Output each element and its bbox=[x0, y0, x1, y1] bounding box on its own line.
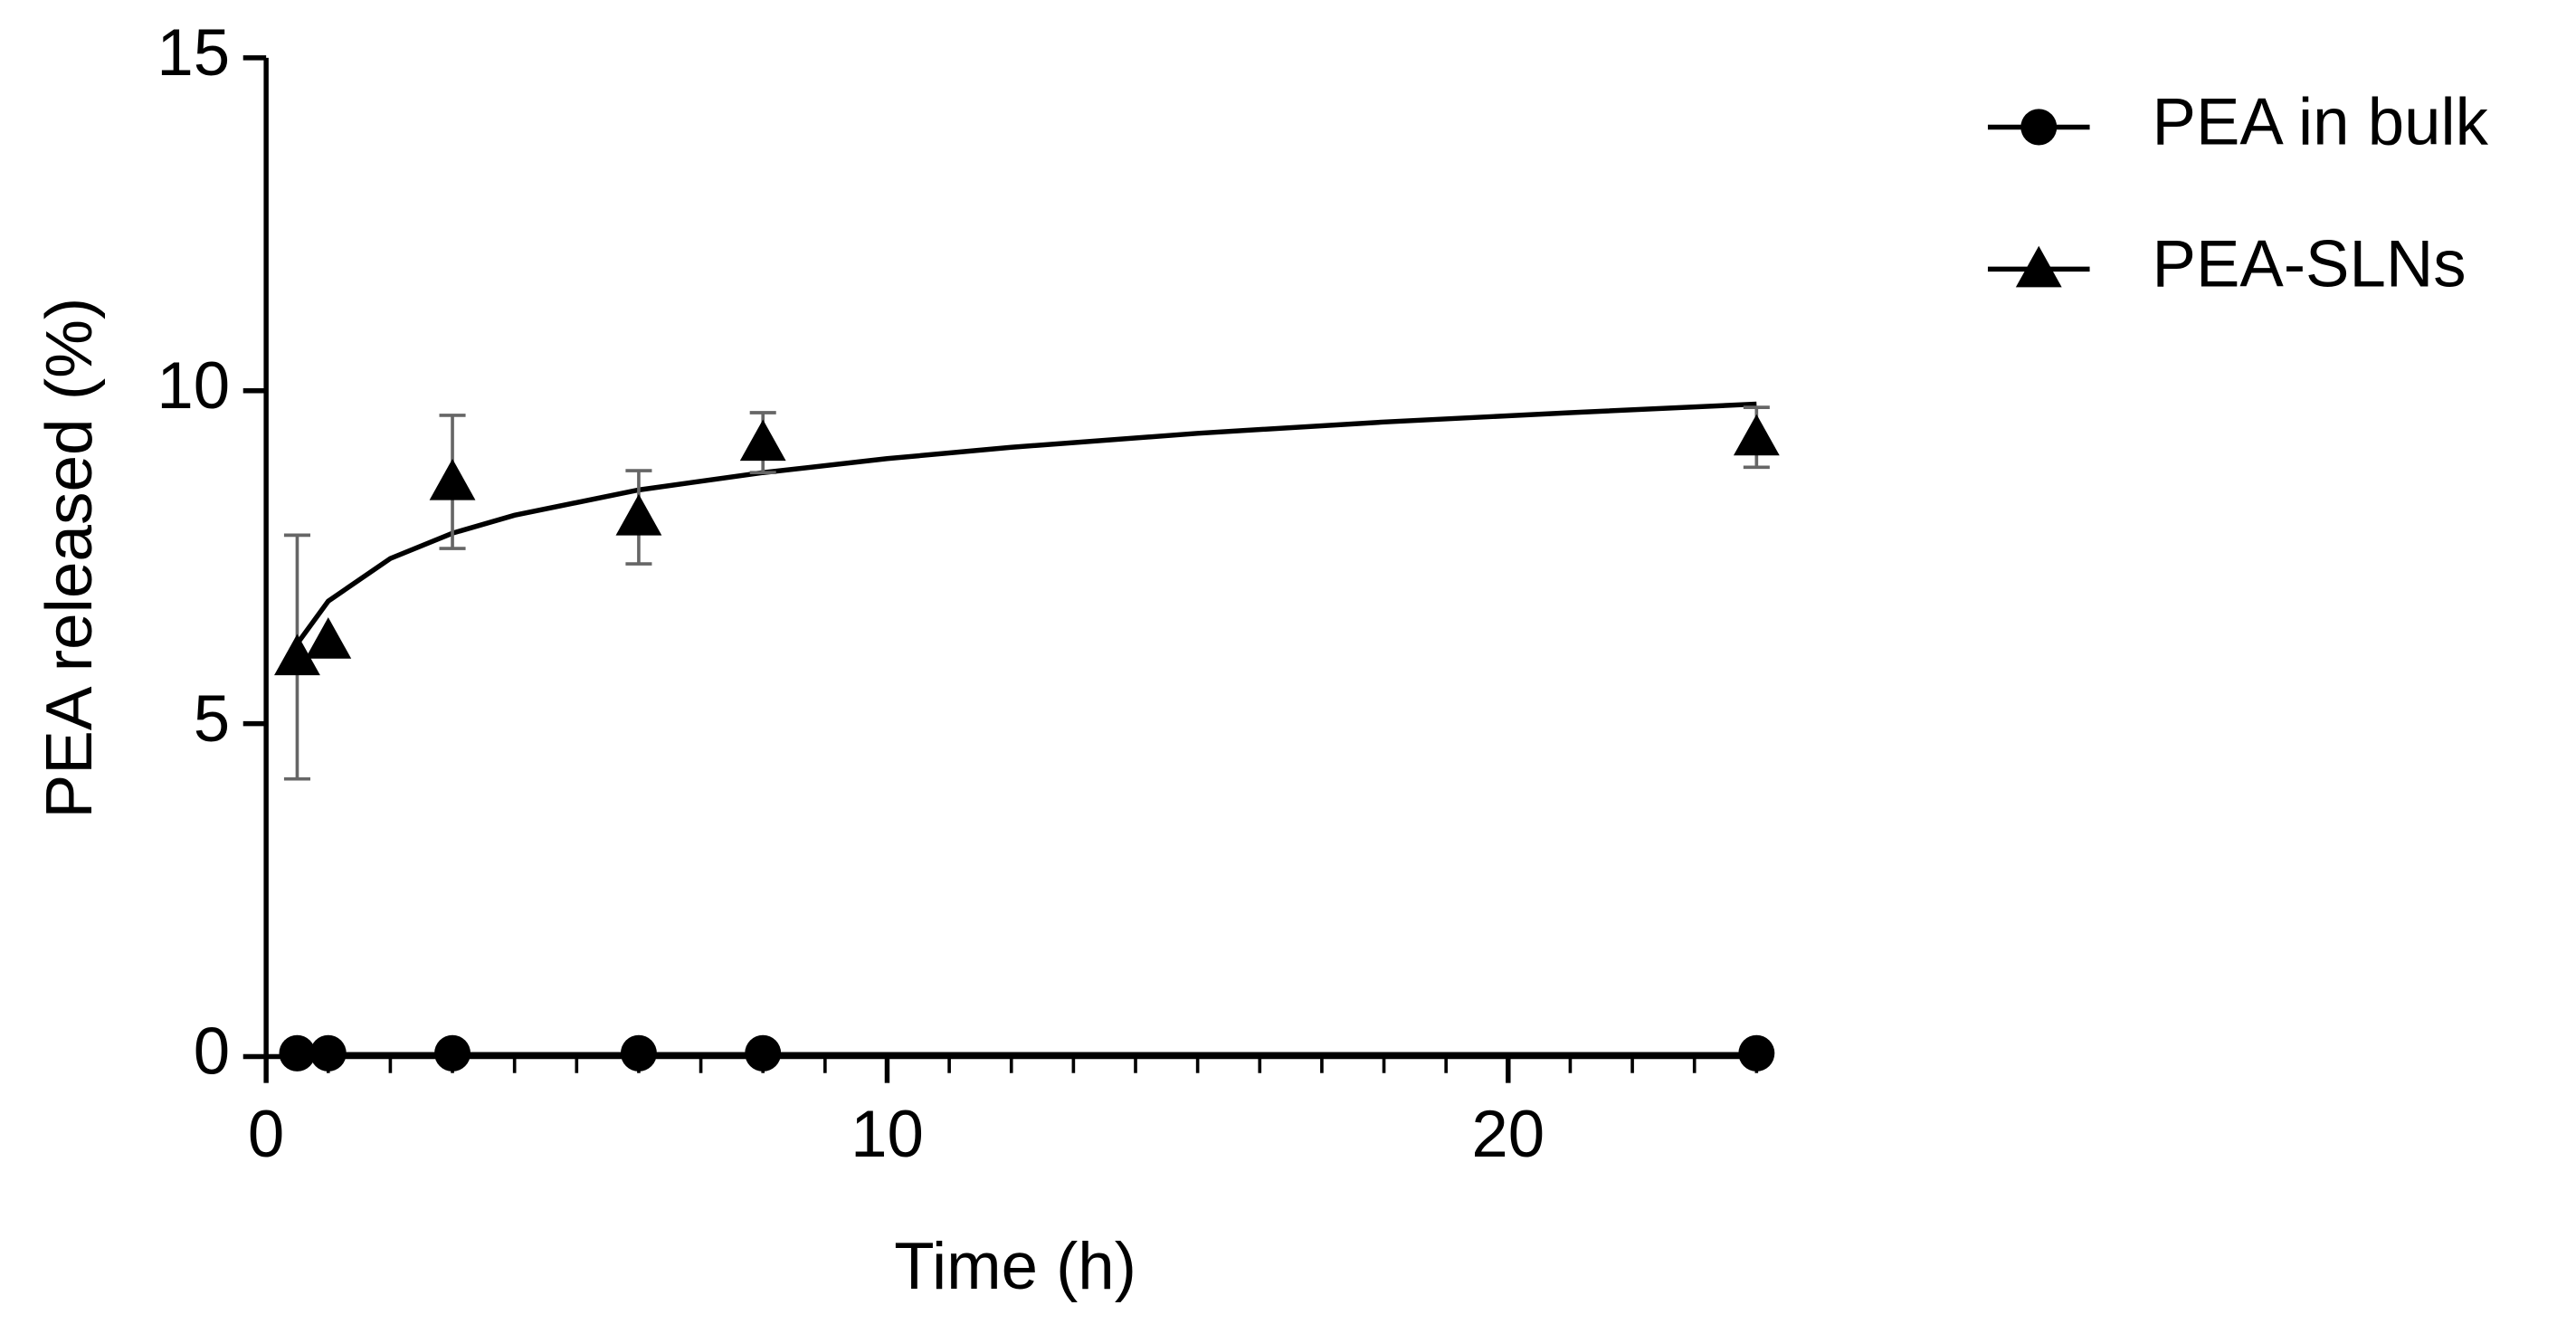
legend-marker bbox=[2015, 245, 2062, 288]
legend-marker bbox=[2020, 109, 2058, 146]
y-axis-title: PEA released (%) bbox=[33, 298, 106, 819]
data-point bbox=[615, 493, 662, 536]
data-point bbox=[429, 458, 476, 500]
legend-label: PEA in bulk bbox=[2153, 86, 2489, 159]
fit-curve bbox=[295, 401, 1757, 645]
data-point bbox=[620, 1034, 657, 1072]
x-tick-label: 20 bbox=[1471, 1098, 1545, 1171]
data-point bbox=[1733, 414, 1780, 456]
y-tick-label: 15 bbox=[157, 16, 230, 90]
data-point bbox=[739, 419, 786, 462]
data-point bbox=[274, 633, 320, 676]
x-tick-label: 0 bbox=[248, 1098, 284, 1171]
legend-label: PEA-SLNs bbox=[2153, 227, 2467, 300]
data-point bbox=[745, 1034, 782, 1072]
y-tick-label: 5 bbox=[194, 682, 230, 756]
x-axis-title: Time (h) bbox=[894, 1230, 1136, 1303]
data-point bbox=[1738, 1034, 1775, 1072]
data-point bbox=[309, 1034, 347, 1072]
x-tick-label: 10 bbox=[851, 1098, 924, 1171]
y-tick-label: 10 bbox=[157, 349, 230, 423]
data-point bbox=[434, 1034, 471, 1072]
data-point bbox=[305, 617, 352, 659]
data-point bbox=[279, 1034, 316, 1072]
y-tick-label: 0 bbox=[194, 1015, 230, 1089]
